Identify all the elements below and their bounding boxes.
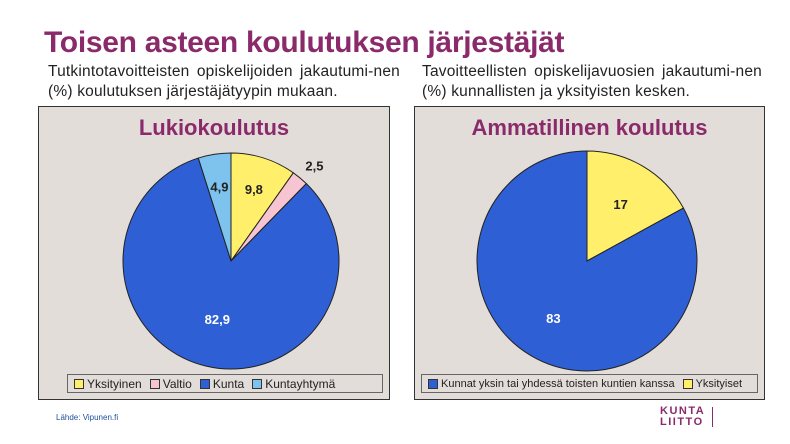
legend-label: Yksityiset: [695, 377, 743, 390]
kuntaliitto-logo: KUNTA LIITTO: [660, 404, 770, 430]
ammatillinen-chart-panel: Ammatillinen koulutus 17 83 Kunnat yksin …: [414, 106, 765, 400]
legend-item: Yksityiset: [682, 377, 743, 390]
logo-text-top: KUNTA: [660, 405, 706, 417]
pie-data-label: 2,5: [305, 158, 323, 173]
lukio-chart-title: Lukiokoulutus: [138, 115, 290, 140]
legend-swatch: [199, 378, 210, 389]
ammatillinen-legend: Kunnat yksin tai yhdessä toisten kuntien…: [421, 374, 758, 393]
page-title: Toisen asteen koulutuksen järjestäjät: [44, 26, 565, 59]
pie-data-label: 83: [546, 311, 560, 326]
lukio-legend: Yksityinen Valtio Kunta Kuntayhtymä: [67, 374, 383, 393]
legend-item: Kunnat yksin tai yhdessä toisten kuntien…: [428, 378, 675, 390]
pie-slice-yksityiset: [586, 150, 685, 262]
ammatillinen-chart-title: Ammatillinen koulutus: [471, 115, 708, 140]
legend-item: Valtio: [149, 376, 192, 391]
legend-item: Kuntayhtymä: [252, 377, 335, 391]
legend-label: Kuntayhtymä: [265, 376, 336, 391]
legend-swatch: [682, 378, 693, 389]
source-note: Lähde: Vipunen.fi: [56, 413, 119, 422]
logo-text-bottom: LIITTO: [660, 416, 704, 428]
pie-data-label: 9,8: [245, 182, 263, 197]
logo-divider: [712, 407, 713, 427]
legend-label: Valtio: [162, 376, 192, 391]
lukio-pie-chart: 9,8 2,5 82,9 4,9: [122, 152, 340, 370]
pie-data-label: 17: [613, 197, 627, 212]
subtitle-right: Tavoitteellisten opiskelijavuosien jakau…: [422, 63, 762, 100]
pie-slice-kunta: [122, 157, 340, 370]
legend-item: Yksityinen: [74, 377, 142, 391]
legend-label: Yksityinen: [87, 376, 142, 391]
pie-slice-kuntayhtymä: [197, 152, 232, 262]
legend-label: Kunta: [212, 376, 245, 391]
legend-swatch: [149, 378, 160, 389]
pie-slice-kunnat-yksin-tai-yhdessä-toisten-kuntien-kanssa: [476, 150, 698, 372]
legend-swatch: [252, 378, 263, 389]
legend-swatch: [428, 378, 438, 389]
legend-swatch: [74, 378, 84, 389]
pie-data-label: 4,9: [210, 179, 228, 194]
legend-label: Kunnat yksin tai yhdessä toisten kuntien…: [441, 377, 675, 390]
lukio-chart-panel: Lukiokoulutus 9,8 2,5 82,9 4,9 Yksityinen Va…: [38, 106, 390, 400]
legend-item: Kunta: [199, 376, 245, 391]
pie-data-label: 82,9: [205, 312, 230, 327]
subtitle-left: Tutkintotavoitteisten opiskelijoiden jak…: [48, 63, 400, 100]
